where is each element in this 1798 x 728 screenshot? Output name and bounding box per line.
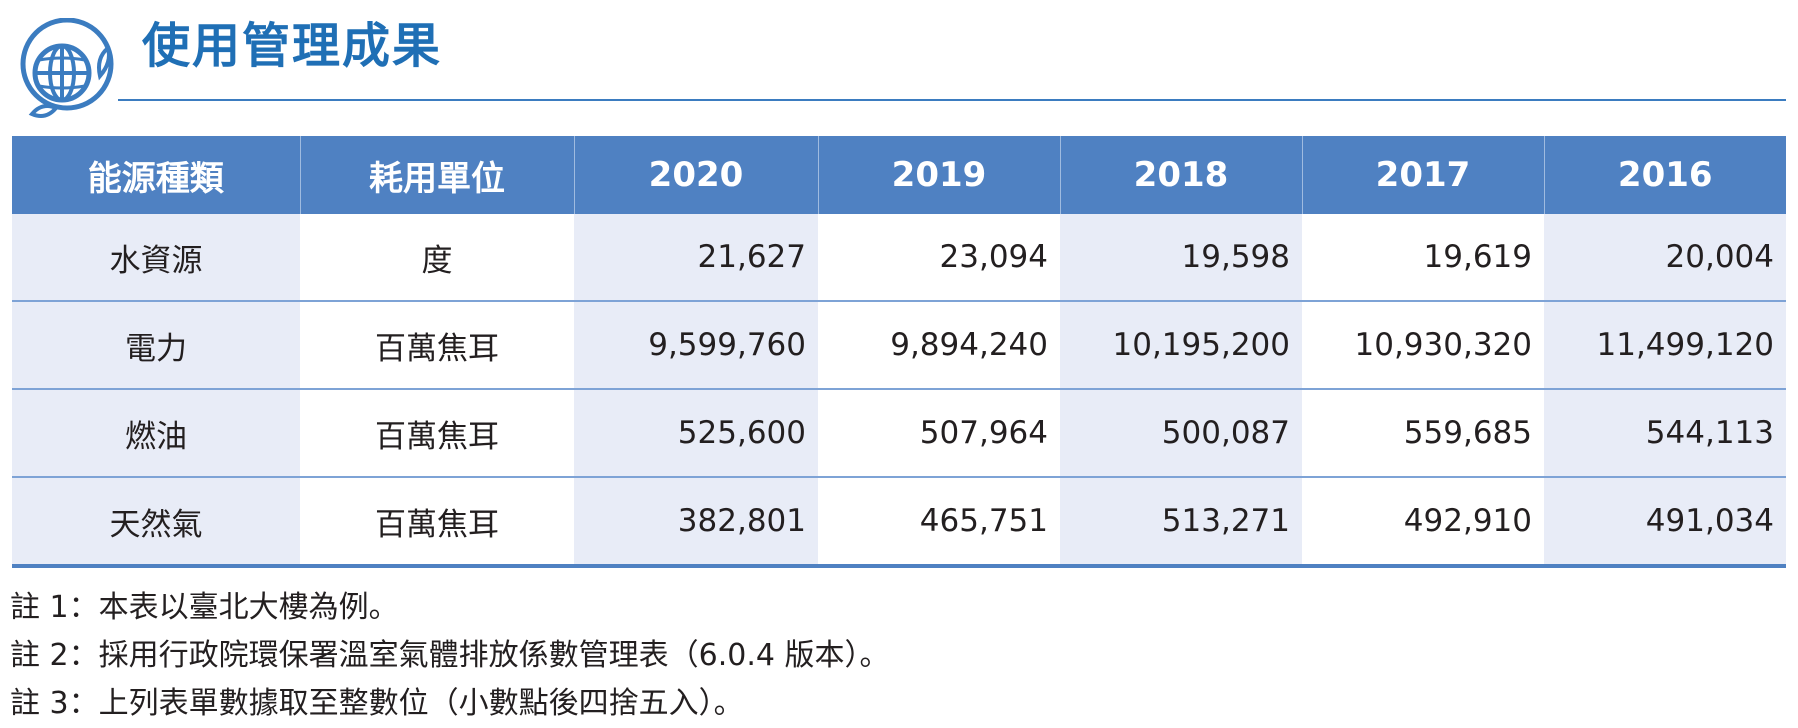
unit-cell: 百萬焦耳 (300, 300, 574, 389)
value-cell-2018: 513,271 (1060, 476, 1302, 568)
globe-leaf-icon (20, 18, 114, 118)
value-cell-2016: 11,499,120 (1544, 300, 1786, 389)
page-header: 使用管理成果 (0, 0, 1798, 130)
footnote-2: 註 2：採用行政院環保署溫室氣體排放係數管理表（6.0.4 版本）。 (10, 638, 890, 673)
table-row: 燃油 百萬焦耳 525,600 507,964 500,087 559,685 … (12, 388, 1786, 477)
value-cell-2016: 544,113 (1544, 388, 1786, 477)
value-cell-2019: 465,751 (818, 476, 1060, 568)
value-cell-2016: 20,004 (1544, 214, 1786, 301)
title-divider (118, 99, 1786, 101)
energy-usage-table: 能源種類 耗用單位 2020 2019 2018 2017 2016 水資源 度… (12, 136, 1786, 568)
value-cell-2019: 9,894,240 (818, 300, 1060, 389)
column-header-2016: 2016 (1543, 136, 1786, 214)
value-cell-2019: 507,964 (818, 388, 1060, 477)
footnote-1: 註 1：本表以臺北大樓為例。 (10, 590, 399, 625)
column-header-2018: 2018 (1059, 136, 1302, 214)
column-header-2019: 2019 (817, 136, 1060, 214)
table-row: 水資源 度 21,627 23,094 19,598 19,619 20,004 (12, 214, 1786, 301)
unit-cell: 百萬焦耳 (300, 476, 574, 568)
table-row: 電力 百萬焦耳 9,599,760 9,894,240 10,195,200 1… (12, 300, 1786, 389)
energy-type-cell: 天然氣 (12, 476, 300, 568)
column-header-2020: 2020 (573, 136, 818, 214)
value-cell-2017: 492,910 (1302, 476, 1544, 568)
unit-cell: 度 (300, 214, 574, 301)
value-cell-2016: 491,034 (1544, 476, 1786, 568)
energy-type-cell: 電力 (12, 300, 300, 389)
column-header-unit: 耗用單位 (299, 136, 574, 214)
value-cell-2020: 382,801 (574, 476, 818, 568)
value-cell-2018: 10,195,200 (1060, 300, 1302, 389)
unit-cell: 百萬焦耳 (300, 388, 574, 477)
energy-type-cell: 燃油 (12, 388, 300, 477)
value-cell-2018: 19,598 (1060, 214, 1302, 301)
value-cell-2019: 23,094 (818, 214, 1060, 301)
value-cell-2020: 9,599,760 (574, 300, 818, 389)
value-cell-2020: 525,600 (574, 388, 818, 477)
energy-type-cell: 水資源 (12, 214, 300, 301)
page-title: 使用管理成果 (142, 18, 443, 74)
value-cell-2018: 500,087 (1060, 388, 1302, 477)
footnote-3: 註 3：上列表單數據取至整數位（小數點後四捨五入）。 (10, 686, 744, 721)
column-header-2017: 2017 (1301, 136, 1544, 214)
column-header-energy-type: 能源種類 (12, 136, 300, 214)
footnotes: 註 1：本表以臺北大樓為例。 註 2：採用行政院環保署溫室氣體排放係數管理表（6… (10, 584, 890, 728)
value-cell-2017: 559,685 (1302, 388, 1544, 477)
value-cell-2017: 19,619 (1302, 214, 1544, 301)
table-row: 天然氣 百萬焦耳 382,801 465,751 513,271 492,910… (12, 476, 1786, 568)
value-cell-2017: 10,930,320 (1302, 300, 1544, 389)
table-header-row: 能源種類 耗用單位 2020 2019 2018 2017 2016 (12, 136, 1786, 214)
value-cell-2020: 21,627 (574, 214, 818, 301)
